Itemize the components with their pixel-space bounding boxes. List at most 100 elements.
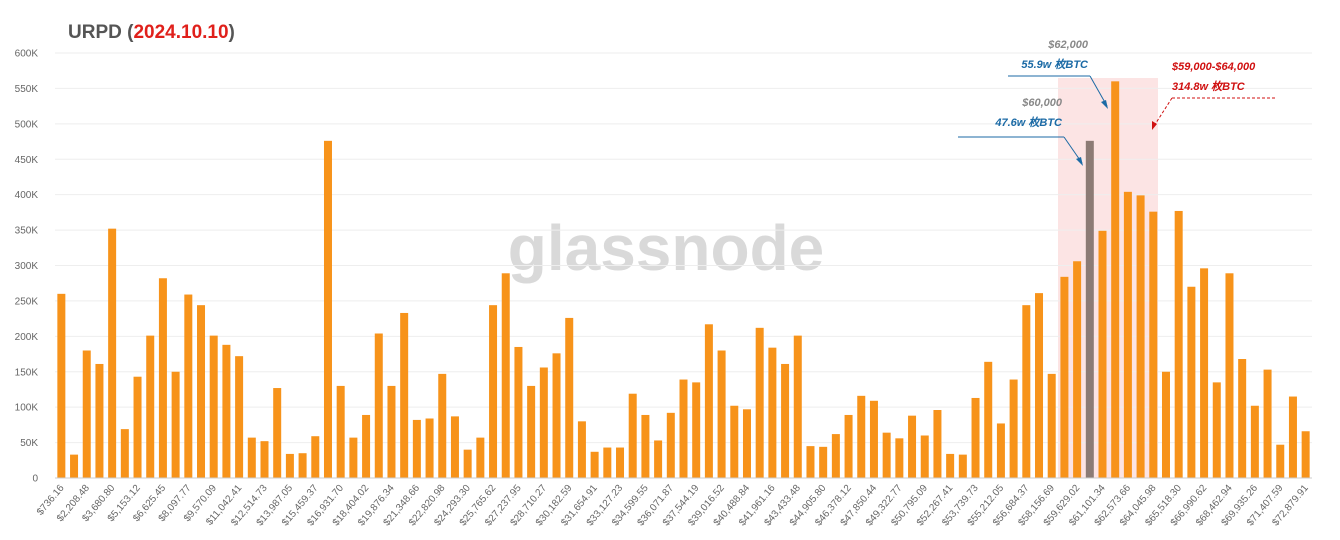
- bar: [755, 327, 764, 478]
- y-tick-label: 300K: [15, 261, 39, 272]
- y-tick-label: 450K: [15, 155, 39, 166]
- y-tick-label: 550K: [15, 84, 39, 95]
- bar: [349, 437, 358, 478]
- bar: [285, 453, 294, 478]
- bar: [323, 140, 332, 479]
- bar: [806, 446, 815, 478]
- bar: [247, 437, 256, 478]
- y-tick-label: 350K: [15, 226, 39, 237]
- bar: [450, 416, 459, 478]
- bar: [120, 429, 129, 478]
- bar: [908, 415, 917, 478]
- arrow-head: [1152, 121, 1157, 130]
- bar: [387, 385, 396, 478]
- bar: [438, 373, 447, 478]
- bar: [1301, 431, 1310, 478]
- bar: [628, 393, 637, 478]
- annotation: $60,000: [1021, 97, 1063, 109]
- bar: [1225, 273, 1234, 478]
- bar: [57, 293, 66, 478]
- arrow-head: [1076, 157, 1083, 166]
- bar: [971, 397, 980, 478]
- bar: [108, 228, 117, 478]
- bar: [692, 382, 701, 478]
- bar: [1098, 230, 1107, 478]
- bar: [1136, 195, 1145, 478]
- bar: [654, 440, 663, 478]
- bar: [171, 371, 180, 478]
- y-tick-label: 200K: [15, 332, 39, 343]
- bar: [222, 344, 231, 478]
- bar: [831, 434, 840, 478]
- bar: [819, 446, 828, 478]
- bar: [260, 441, 269, 478]
- bar: [501, 273, 510, 478]
- bar: [1022, 305, 1031, 478]
- bar: [1250, 405, 1259, 478]
- bar: [539, 367, 548, 478]
- y-tick-label: 50K: [20, 438, 38, 449]
- bar: [463, 449, 472, 478]
- chart-title: URPD (2024.10.10): [68, 22, 235, 43]
- bar: [895, 438, 904, 478]
- bar: [679, 379, 688, 478]
- bar: [209, 335, 218, 478]
- bar: [742, 409, 751, 478]
- y-tick-label: 150K: [15, 367, 39, 378]
- bar: [869, 400, 878, 478]
- bar: [717, 350, 726, 478]
- bar: [1035, 293, 1044, 478]
- annotation: 314.8w 枚BTC: [1172, 80, 1246, 93]
- bar: [197, 305, 206, 478]
- bar: [1238, 359, 1247, 478]
- bar: [768, 347, 777, 478]
- bar: [857, 395, 866, 478]
- bar: [1276, 444, 1285, 478]
- bar: [146, 335, 155, 478]
- bar: [82, 350, 91, 478]
- bar: [273, 388, 282, 478]
- bar: [666, 412, 675, 478]
- bar: [1149, 211, 1158, 478]
- y-tick-label: 600K: [15, 49, 39, 60]
- bar: [514, 346, 523, 478]
- bar: [730, 405, 739, 478]
- annotation-arrow: [1153, 97, 1173, 127]
- y-tick-label: 250K: [15, 296, 39, 307]
- title-main: URPD (: [68, 22, 134, 43]
- bar: [1085, 140, 1094, 479]
- bar: [590, 451, 599, 478]
- bar: [1212, 382, 1221, 478]
- bar: [1263, 369, 1272, 478]
- y-tick-label: 0: [32, 474, 38, 485]
- y-tick-label: 400K: [15, 190, 39, 201]
- title-date: 2024.10.10: [133, 22, 228, 43]
- bar: [704, 324, 713, 478]
- annotation: 47.6w 枚BTC: [994, 116, 1063, 129]
- annotation: $59,000-$64,000: [1171, 61, 1256, 73]
- bar: [565, 317, 574, 478]
- bar: [70, 454, 79, 478]
- bar: [412, 419, 421, 478]
- bar: [616, 447, 625, 478]
- bar: [362, 414, 371, 478]
- y-tick-label: 500K: [15, 119, 39, 130]
- bar: [298, 453, 307, 478]
- bar: [133, 376, 142, 478]
- bar: [1009, 379, 1018, 478]
- bar: [984, 361, 993, 478]
- bar: [552, 353, 561, 478]
- bar: [793, 335, 802, 478]
- bar: [374, 333, 383, 478]
- annotation: 55.9w 枚BTC: [1021, 58, 1089, 71]
- bar: [920, 435, 929, 478]
- bar: [1047, 373, 1056, 478]
- bar: [1187, 286, 1196, 478]
- watermark: glassnode: [508, 212, 825, 284]
- bar: [781, 363, 790, 478]
- bar: [1123, 191, 1132, 479]
- arrow-head: [1101, 100, 1108, 109]
- bar: [958, 454, 967, 478]
- bar: [1161, 371, 1170, 478]
